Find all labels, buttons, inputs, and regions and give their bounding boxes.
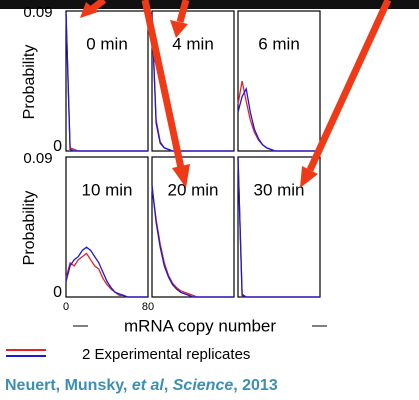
citation-part: ,: [164, 377, 173, 394]
arrow-head: [170, 20, 188, 38]
citation-part: Neuert, Munsky,: [5, 377, 132, 394]
x-axis-label: mRNA copy number: [124, 316, 276, 335]
x-tick-label: 0: [63, 301, 69, 313]
panel-title: 10 min: [81, 180, 132, 199]
arrow: [89, 0, 107, 12]
arrows: [80, 0, 392, 188]
citation: Neuert, Munsky, et al, Science, 2013: [5, 377, 278, 394]
legend-text: 2 Experimental replicates: [82, 346, 250, 363]
panel-title: 0 min: [86, 34, 128, 53]
series-line: [65, 10, 148, 152]
panel-frame: [65, 10, 149, 152]
arrow: [141, 0, 185, 169]
arrow-head: [172, 164, 190, 188]
panel-title: 20 min: [167, 180, 218, 199]
panel-title: 30 min: [253, 180, 304, 199]
arrow: [176, 0, 190, 23]
arrow-head: [80, 2, 98, 18]
y-axis-label: Probability: [21, 45, 38, 120]
panel-title: 4 min: [172, 34, 214, 53]
panel-title: 6 min: [258, 34, 300, 53]
photo-strip: [0, 0, 419, 9]
y-tick-label: 0.09: [23, 150, 52, 167]
arrow-head: [300, 166, 318, 188]
citation-part: et al: [132, 377, 165, 394]
series-line: [151, 14, 234, 152]
panel-frame: [151, 156, 235, 298]
arrow: [306, 0, 392, 172]
panel-frame: [65, 156, 149, 298]
citation-part: Science: [173, 377, 234, 394]
y-axis-label: Probability: [21, 191, 38, 266]
series-line: [65, 246, 148, 298]
series-line: [237, 86, 320, 152]
x-tick-label: 80: [142, 301, 154, 313]
y-tick-label: 0: [53, 138, 62, 155]
series-line: [237, 156, 320, 298]
y-tick-label: 0: [53, 284, 62, 301]
series-line: [151, 184, 234, 298]
panel-frame: [237, 10, 321, 152]
y-tick-label: 0.09: [23, 4, 52, 21]
citation-part: , 2013: [233, 377, 278, 394]
